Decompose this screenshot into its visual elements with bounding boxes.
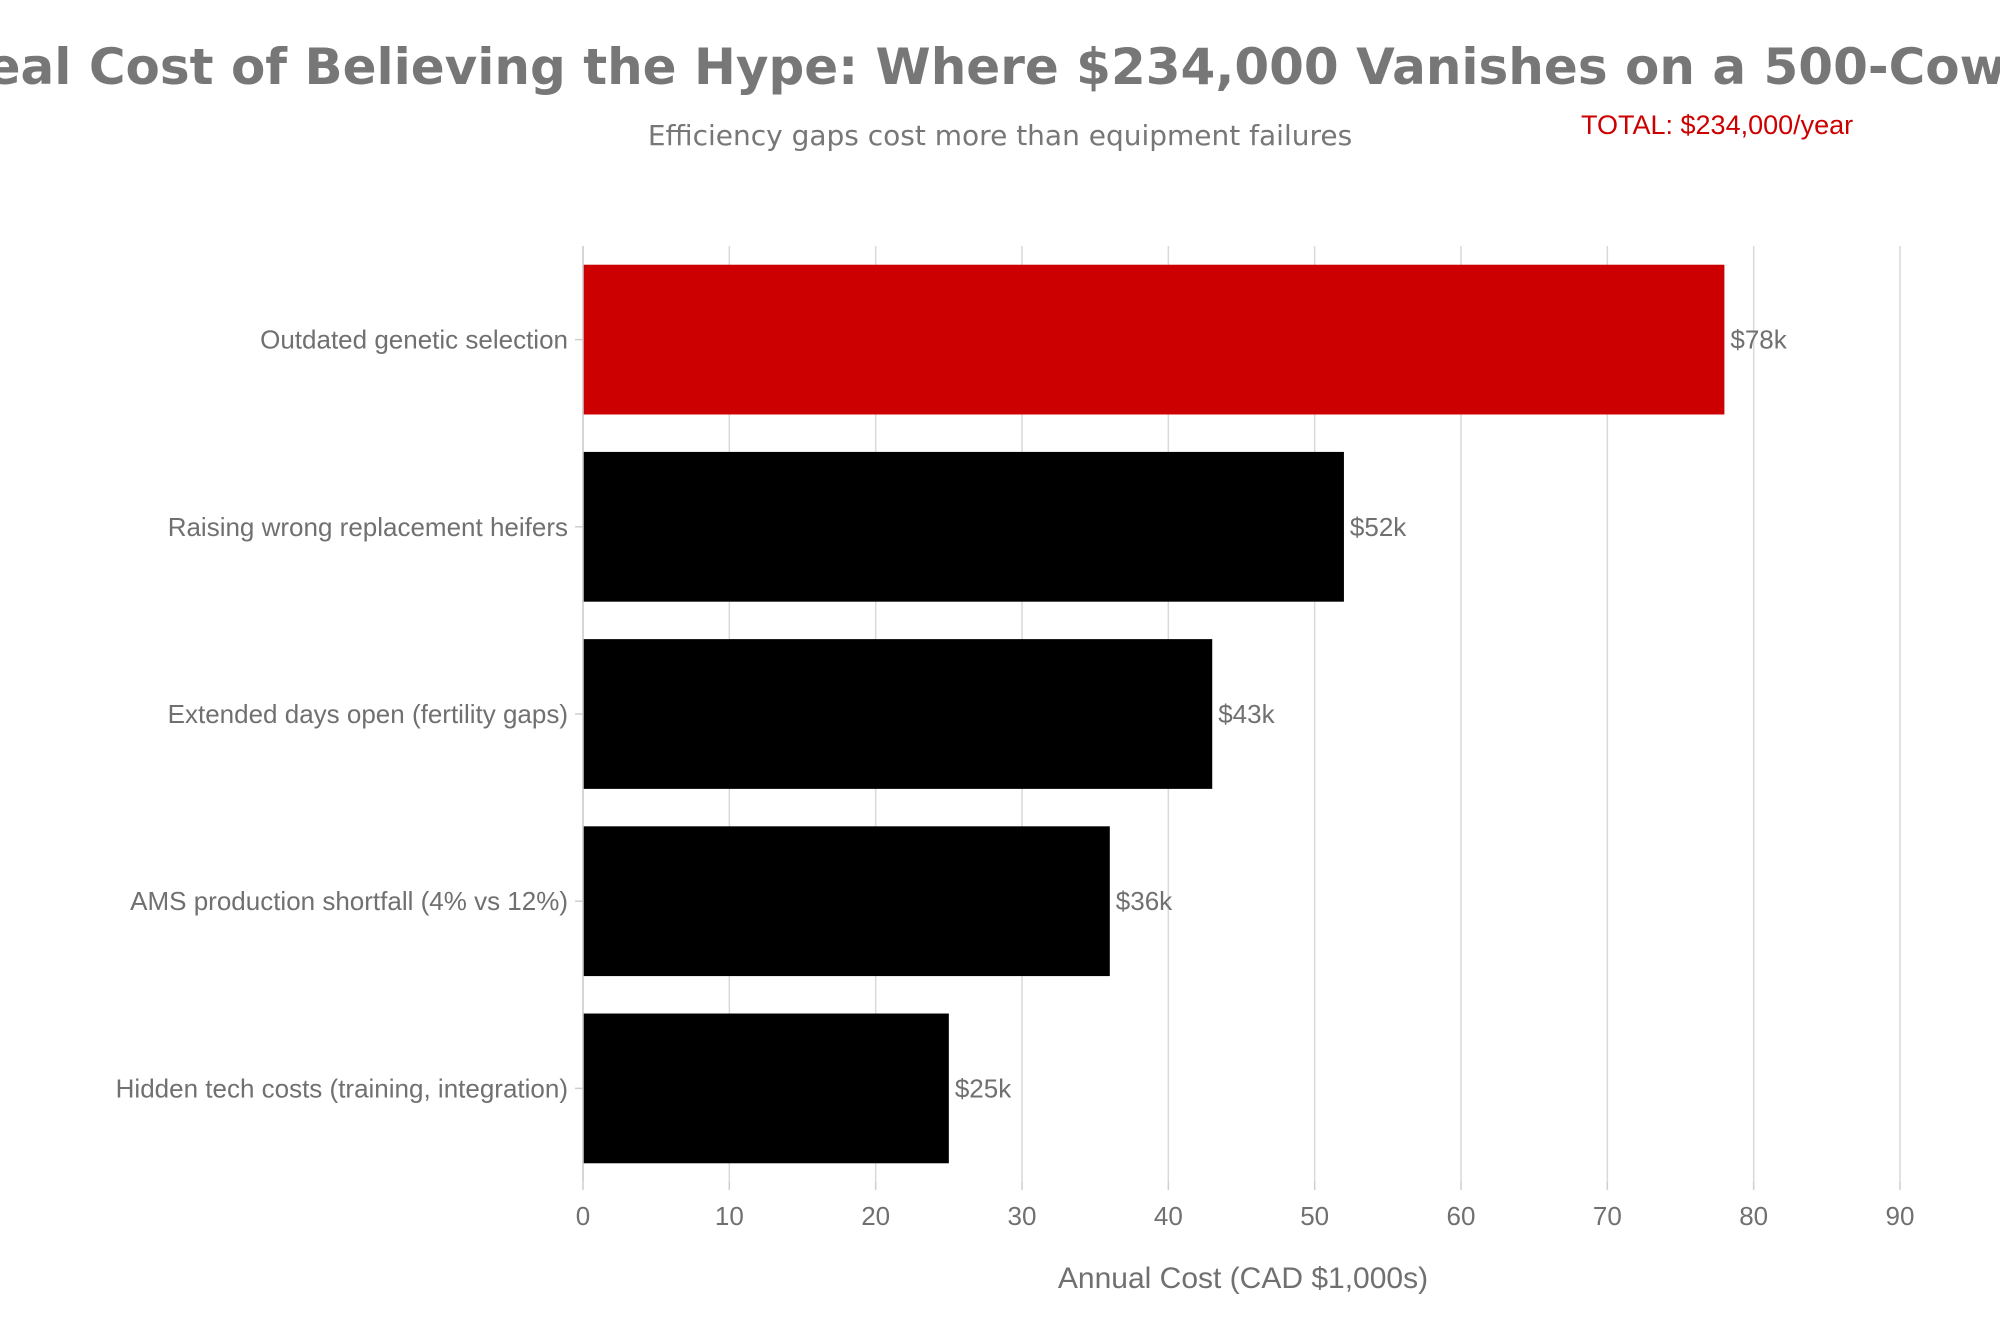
bar	[583, 451, 1344, 602]
labels: Outdated genetic selection $78k Raising wr…	[116, 325, 1788, 1104]
value-label: $36k	[1116, 886, 1173, 916]
category-label: Outdated genetic selection	[260, 325, 568, 355]
category-label: Extended days open (fertility gaps)	[168, 699, 568, 729]
category-label: AMS production shortfall (4% vs 12%)	[130, 886, 568, 916]
x-tick-label: 30	[1008, 1201, 1037, 1231]
bar	[583, 826, 1110, 977]
x-tick-label: 40	[1154, 1201, 1183, 1231]
category-label: Hidden tech costs (training, integration…	[116, 1073, 568, 1103]
x-axis: 0 10 20 30 40 50 60 70 80 90	[575, 246, 1914, 1231]
bar	[583, 639, 1213, 789]
value-label: $25k	[955, 1073, 1012, 1103]
x-tick-label: 80	[1739, 1201, 1768, 1231]
value-label: $43k	[1218, 699, 1275, 729]
x-tick-label: 50	[1300, 1201, 1329, 1231]
chart-title: The Real Cost of Believing the Hype: Whe…	[0, 38, 2000, 96]
x-tick-label: 0	[576, 1201, 590, 1231]
bars	[583, 264, 1725, 1164]
x-tick-label: 90	[1886, 1201, 1915, 1231]
value-label: $52k	[1350, 512, 1407, 542]
chart-subtitle: Efficiency gaps cost more than equipment…	[648, 119, 1352, 152]
x-tick-label: 20	[861, 1201, 890, 1231]
x-tick-label: 60	[1447, 1201, 1476, 1231]
category-label: Raising wrong replacement heifers	[168, 512, 568, 542]
total-annotation: TOTAL: $234,000/year	[1581, 110, 1853, 140]
value-label: $78k	[1730, 325, 1787, 355]
bar	[583, 1013, 949, 1164]
x-tick-label: 10	[715, 1201, 744, 1231]
bar	[583, 264, 1725, 415]
x-axis-title: Annual Cost (CAD $1,000s)	[1058, 1262, 1428, 1295]
x-tick-label: 70	[1593, 1201, 1622, 1231]
